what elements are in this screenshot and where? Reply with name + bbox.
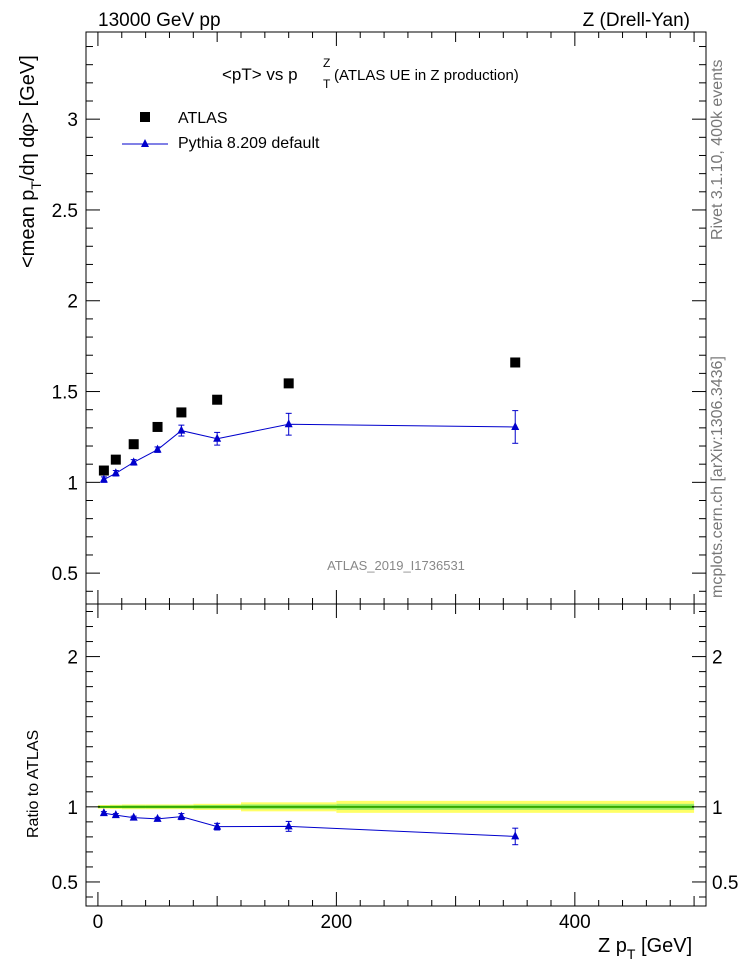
pythia-data-point: [153, 444, 162, 453]
ratio-y-tick-label-left: 0.5: [52, 873, 78, 894]
legend-data-marker: [140, 112, 150, 122]
y-label-sub: T: [28, 181, 44, 190]
atlas-data-point: [128, 439, 139, 450]
x-label-sub: T: [627, 946, 636, 962]
y-label-prefix: <mean p: [17, 190, 39, 268]
header-right: Z (Drell-Yan): [583, 10, 690, 31]
axes: 0 200 400 0.5 1 1.5 2 2.5 3 0.5 0.5 1 1 2 2: [52, 31, 738, 933]
side-label-lower: mcplots.cern.ch [arXiv:1306.3436]: [709, 356, 726, 598]
ratio-band: [97, 800, 695, 813]
pythia-data-point: [284, 419, 293, 428]
pythia-ratio-point: [511, 831, 520, 840]
atlas-data-point: [283, 378, 294, 389]
y-tick-label: 2.5: [52, 201, 78, 222]
svg-text:Z pT [GeV]: Z pT [GeV]: [598, 935, 692, 962]
plot-title-main: <pT> vs p: [222, 65, 298, 84]
x-label-main: Z p: [598, 935, 627, 957]
ratio-plot-frame: [85, 603, 707, 907]
pythia-data-point: [111, 468, 120, 477]
ratio-y-tick-label-left: 1: [67, 798, 78, 819]
y-tick-label: 0.5: [52, 564, 78, 585]
plot-title-sub: T: [323, 77, 331, 91]
pythia-ratio-point: [99, 808, 108, 817]
x-tick-label: 0: [93, 912, 104, 933]
legend-data-label: ATLAS: [178, 110, 228, 127]
pythia-ratio-line: [103, 812, 516, 837]
y-tick-label: 1: [67, 473, 78, 494]
y-tick-label: 3: [67, 110, 78, 131]
svg-text:<mean pT/dη dφ> [GeV]: <mean pT/dη dφ> [GeV]: [17, 55, 44, 268]
x-axis-label: Z pT [GeV]: [598, 935, 692, 962]
y-label-suffix: /dη dφ> [GeV]: [17, 55, 39, 181]
plot-title-rest: (ATLAS UE in Z production): [334, 67, 519, 84]
pythia-ratio-point: [213, 821, 222, 830]
ratio-plot-marks: [99, 808, 520, 846]
plot-title: <pT> vs p Z T (ATLAS UE in Z production): [222, 56, 519, 91]
pythia-line: [103, 423, 516, 481]
y-tick-label: 1.5: [52, 383, 78, 404]
x-tick-label: 400: [559, 912, 591, 933]
legend-mc-marker: [141, 139, 149, 147]
ratio-y-tick-label-right: 2: [712, 648, 723, 669]
pythia-data-point: [177, 425, 186, 434]
header-left: 13000 GeV pp: [98, 10, 221, 31]
pythia-data-point: [99, 474, 108, 483]
x-tick-label: 200: [321, 912, 353, 933]
y-tick-label: 2: [67, 292, 78, 313]
side-label-upper: Rivet 3.1.10, 400k events: [709, 59, 726, 240]
legend: ATLAS Pythia 8.209 default: [122, 110, 320, 152]
plot-title-sup: Z: [323, 56, 330, 70]
ratio-y-tick-label-left: 2: [67, 648, 78, 669]
y-axis-label: <mean pT/dη dφ> [GeV]: [17, 55, 44, 268]
atlas-data-point: [176, 407, 187, 418]
svg-text:<pT> vs p: <pT> vs p: [222, 65, 298, 84]
atlas-data-point: [212, 394, 223, 405]
atlas-data-point: [110, 454, 121, 465]
ratio-y-label: Ratio to ATLAS: [25, 730, 42, 838]
ratio-y-tick-label-right: 1: [712, 798, 723, 819]
pythia-ratio-point: [284, 821, 293, 830]
main-plot-marks: [98, 357, 521, 483]
pythia-ratio-point: [129, 812, 138, 821]
pythia-ratio-point: [111, 810, 120, 819]
pythia-data-point: [213, 433, 222, 442]
pythia-data-point: [511, 421, 520, 430]
ratio-y-tick-label-right: 0.5: [712, 873, 738, 894]
atlas-data-point: [510, 357, 521, 368]
atlas-data-point: [98, 465, 109, 476]
atlas-data-point: [152, 421, 163, 432]
legend-mc-label: Pythia 8.209 default: [178, 135, 320, 152]
x-label-suffix: [GeV]: [635, 935, 692, 957]
pythia-data-point: [129, 457, 138, 466]
pythia-ratio-point: [177, 811, 186, 820]
analysis-watermark: ATLAS_2019_I1736531: [327, 558, 465, 573]
pythia-ratio-point: [153, 813, 162, 822]
